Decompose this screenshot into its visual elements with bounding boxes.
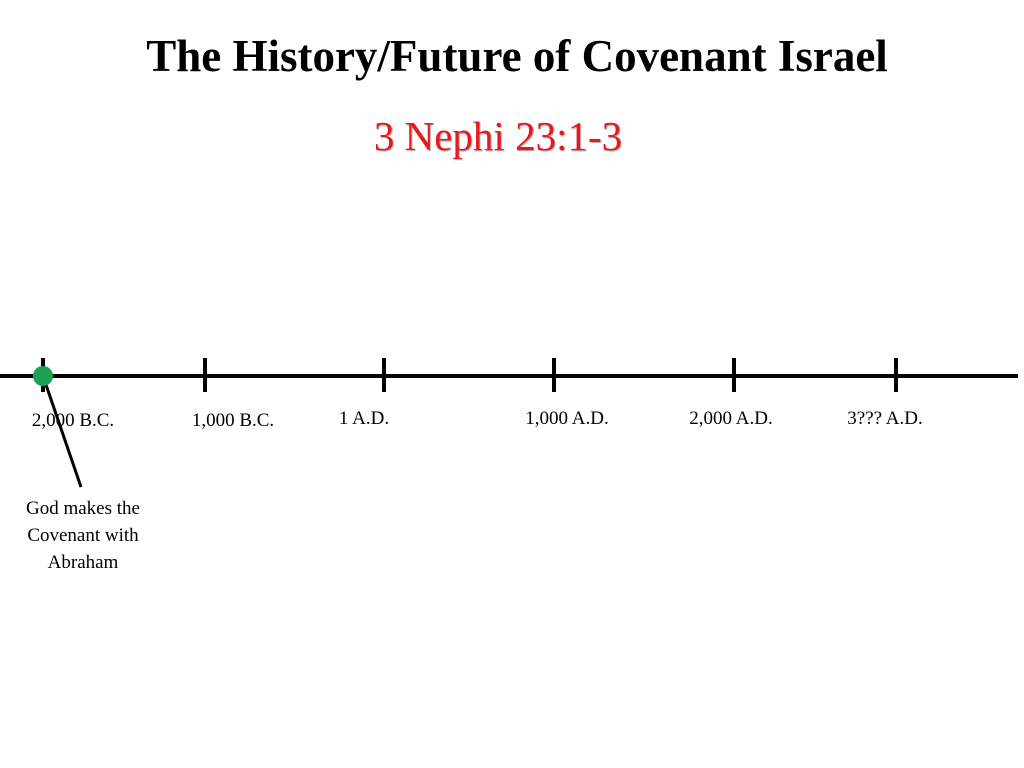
event-marker xyxy=(33,366,53,386)
tick-label-2000-ad: 2,000 A.D. xyxy=(689,408,773,429)
tick-label-2000-bc: 2,000 B.C. xyxy=(31,410,115,431)
event-annotation: God makes the Covenant with Abraham xyxy=(26,498,140,573)
slide-title: The History/Future of Covenant Israel xyxy=(146,31,888,81)
tick-label-3xxx-ad: 3??? A.D. xyxy=(847,408,923,429)
tick-label-1000-ad: 1,000 A.D. xyxy=(525,408,609,429)
tick-label-1000-bc: 1,000 B.C. xyxy=(191,410,275,431)
tick-label-1-ad: 1 A.D. xyxy=(338,408,390,429)
annotation-pointer xyxy=(41,375,83,488)
slide-subtitle: 3 Nephi 23:1-3 xyxy=(373,113,623,159)
